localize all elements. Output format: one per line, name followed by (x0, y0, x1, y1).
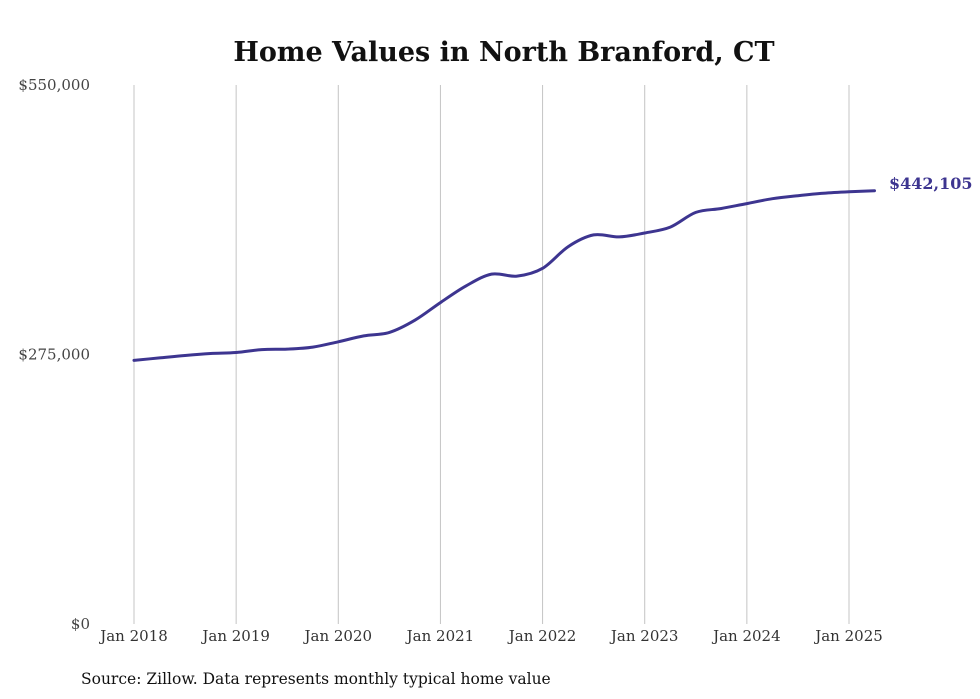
x-tick-label: Jan 2020 (303, 627, 373, 645)
source-note: Source: Zillow. Data represents monthly … (81, 670, 551, 688)
y-axis: $0 $275,000 $550,000 (18, 76, 90, 633)
x-axis: Jan 2018 Jan 2019 Jan 2020 Jan 2021 Jan 2022… (98, 627, 883, 645)
chart-title: Home Values in North Branford, CT (233, 37, 774, 68)
x-tick-label: Jan 2025 (813, 627, 883, 645)
x-tick-label: Jan 2021 (405, 627, 475, 645)
gridlines (133, 85, 850, 624)
y-tick-label: $550,000 (18, 76, 90, 94)
x-tick-label: Jan 2022 (507, 627, 577, 645)
x-tick-label: Jan 2023 (609, 627, 679, 645)
x-tick-label: Jan 2024 (711, 627, 781, 645)
x-tick-label: Jan 2018 (98, 627, 168, 645)
series-line-0 (132, 189, 876, 362)
y-tick-label: $0 (71, 615, 90, 633)
series (132, 189, 876, 362)
x-tick-label: Jan 2019 (200, 627, 270, 645)
y-tick-label: $275,000 (18, 346, 90, 364)
end-value-label: $442,105 (889, 174, 973, 193)
